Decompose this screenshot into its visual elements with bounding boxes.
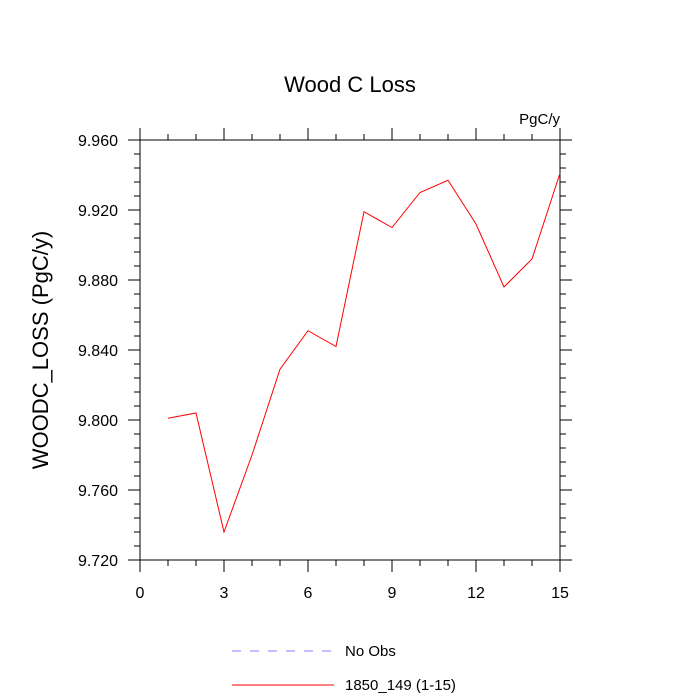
x-tick-label: 3 [220,585,229,602]
y-tick-labels: 9.720 9.760 9.800 9.840 9.880 9.920 9.960 [78,133,118,570]
y-tick-label: 9.720 [78,553,118,570]
axis-ticks [128,128,572,572]
chart-title: Wood C Loss [284,72,416,97]
legend: No Obs 1850_149 (1-15) [232,643,456,694]
x-tick-labels: 0 3 6 9 12 15 [136,585,569,602]
y-tick-label: 9.800 [78,413,118,430]
legend-label: No Obs [345,643,396,660]
y-tick-label: 9.760 [78,483,118,500]
plot-frame [139,139,561,561]
y-tick-label: 9.960 [78,133,118,150]
x-tick-label: 0 [136,585,145,602]
y-tick-label: 9.840 [78,343,118,360]
x-tick-label: 9 [388,585,397,602]
x-tick-label: 15 [551,585,569,602]
series-layer [167,173,561,534]
series-line [167,173,561,534]
y-tick-label: 9.920 [78,203,118,220]
x-tick-label: 12 [467,585,485,602]
legend-label: 1850_149 (1-15) [345,677,456,694]
units-label: PgC/y [519,111,560,128]
x-tick-label: 6 [304,585,313,602]
y-tick-label: 9.880 [78,273,118,290]
y-axis-label: WOODC_LOSS (PgC/y) [28,231,53,469]
